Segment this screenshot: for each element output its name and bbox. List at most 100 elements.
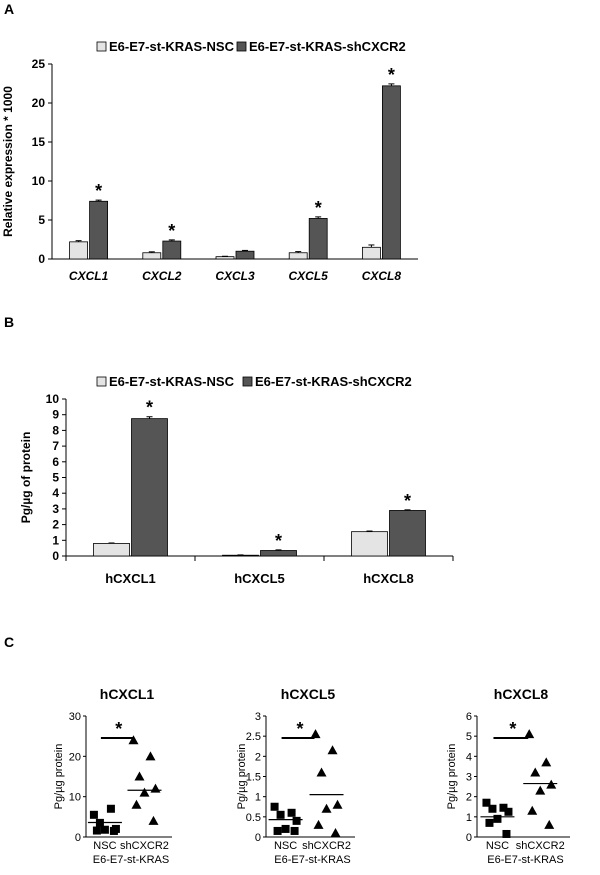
- panel-c-hcxcl8-x-tick-label-nsc: NSC: [486, 840, 509, 852]
- panel-c-hcxcl5-y-tick-label: 1.5: [246, 772, 261, 784]
- panel-c-hcxcl8-y-axis-label: Pg/µg protein: [446, 744, 458, 810]
- panel-c-hcxcl1-y-tick-label: 20: [69, 751, 81, 763]
- panel-c-hcxcl8-point-shcxcr2: [527, 805, 538, 815]
- panel-c-hcxcl1-point-shcxcr2: [134, 771, 145, 781]
- panel-c-hcxcl5-point-nsc: [276, 810, 285, 819]
- panel-c-hcxcl8-point-shcxcr2: [530, 767, 541, 777]
- panel-c-hcxcl8-point-shcxcr2: [524, 729, 535, 739]
- panel-c-hcxcl8-x-tick-label-shcxcr2: shCXCR2: [516, 840, 565, 852]
- panel-a-category-cxcl8: CXCL8: [362, 269, 402, 283]
- panel-c-hcxcl1-point-nsc: [100, 825, 109, 834]
- panel-b-bar-hcxcl8-shcxcr2: [389, 510, 426, 557]
- panel-c-hcxcl5-y-axis-label: Pg/µg protein: [236, 744, 248, 810]
- panel-b-y-tick-label: 1: [52, 533, 59, 547]
- panel-c-hcxcl5-point-shcxcr2: [330, 827, 341, 837]
- panel-c-hcxcl8-point-nsc: [499, 803, 508, 812]
- panel-b-y-tick-label: 3: [52, 502, 59, 516]
- panel-b-legend-label-shcxcr2: E6-E7-st-KRAS-shCXCR2: [255, 374, 412, 389]
- panel-c-hcxcl5-point-nsc: [281, 824, 290, 833]
- panel-b-bar-hcxcl1-shcxcr2: [131, 418, 168, 557]
- panel-b-y-tick-label: 0: [52, 549, 59, 563]
- panel-a-y-tick-label: 25: [32, 57, 46, 71]
- panel-c-hcxcl5-point-nsc: [292, 816, 301, 825]
- panel-c-hcxcl5-point-shcxcr2: [327, 745, 338, 755]
- panel-c-hcxcl5-y-tick-label: 2.5: [246, 731, 261, 743]
- panel-a-bar-cxcl8-nsc: [361, 246, 381, 260]
- panel-c-hcxcl8-y-tick-label: 6: [466, 711, 472, 723]
- panel-b-label: B: [4, 314, 14, 330]
- panel-a-bar-cxcl5-shcxcr2: [308, 218, 328, 260]
- panel-c-hcxcl8-significance: *: [509, 719, 516, 739]
- panel-c-hcxcl1-point-shcxcr2: [145, 751, 156, 761]
- panel-c-hcxcl5-x-axis-label: E6-E7-st-KRAS: [274, 854, 350, 866]
- panel-a-legend-swatch-shcxcr2: [236, 41, 247, 52]
- panel-c-hcxcl5-significance: *: [297, 719, 304, 739]
- panel-c-hcxcl1-point-shcxcr2: [139, 787, 150, 797]
- panel-a-category-cxcl5: CXCL5: [289, 269, 329, 283]
- panel-c-hcxcl5-point-shcxcr2: [310, 729, 321, 739]
- panel-b-legend-label-nsc: E6-E7-st-KRAS-NSC: [109, 374, 235, 389]
- panel-c-hcxcl1-y-tick-label: 0: [75, 832, 81, 844]
- panel-a-legend-label-shcxcr2: E6-E7-st-KRAS-shCXCR2: [249, 39, 406, 54]
- panel-c-hcxcl8-y-tick-label: 2: [466, 792, 472, 804]
- panel-c-hcxcl1-point-nsc: [109, 826, 118, 835]
- panel-c-hcxcl1-y-tick-label: 30: [69, 711, 81, 723]
- panel-a-significance-cxcl1: *: [95, 181, 102, 201]
- panel-a-bar-cxcl3-nsc: [215, 256, 235, 260]
- panel-c-hcxcl8-y-tick-label: 1: [466, 812, 472, 824]
- panel-b-significance-hcxcl1: *: [146, 398, 153, 418]
- panel-a-y-tick-label: 20: [32, 96, 46, 110]
- panel-c-hcxcl8-y-tick-label: 3: [466, 772, 472, 784]
- panel-a-y-axis-label: Relative expression * 1000: [1, 86, 15, 237]
- panel-c-hcxcl5-x-tick-label-nsc: NSC: [274, 840, 297, 852]
- panel-c-hcxcl5-point-shcxcr2: [321, 803, 332, 813]
- panel-a-bar-cxcl2-shcxcr2: [162, 240, 182, 260]
- panel-a-y-tick-label: 5: [38, 213, 45, 227]
- panel-c-hcxcl1-x-axis-label: E6-E7-st-KRAS: [93, 854, 169, 866]
- panel-c-hcxcl5-point-shcxcr2: [332, 799, 343, 809]
- panel-b-category-hcxcl5: hCXCL5: [234, 571, 285, 586]
- panel-c-hcxcl5-y-tick-label: 3: [255, 711, 261, 723]
- panel-c-hcxcl1-point-shcxcr2: [128, 735, 139, 745]
- panel-b-category-hcxcl1: hCXCL1: [105, 571, 156, 586]
- panel-b-significance-hcxcl5: *: [275, 531, 282, 551]
- panel-b-y-tick-label: 2: [52, 518, 59, 532]
- panel-a-bar-cxcl3-shcxcr2: [235, 250, 255, 260]
- panel-c-hcxcl5-point-nsc: [270, 802, 279, 811]
- panel-b-y-tick-label: 9: [52, 408, 59, 422]
- panel-c-hcxcl1-point-shcxcr2: [150, 783, 161, 793]
- panel-c-hcxcl1-x-tick-label-nsc: NSC: [93, 840, 116, 852]
- panel-c-hcxcl1-point-shcxcr2: [131, 799, 142, 809]
- panel-c-hcxcl1-y-tick-label: 10: [69, 792, 81, 804]
- panel-a-significance-cxcl2: *: [168, 221, 175, 241]
- panel-c-hcxcl8-point-nsc: [493, 814, 502, 823]
- panel-a-bar-cxcl8-shcxcr2: [381, 85, 401, 260]
- panel-c-hcxcl5-point-shcxcr2: [316, 767, 327, 777]
- panel-b-legend-swatch-nsc: [96, 376, 107, 387]
- panel-c-hcxcl8-title: hCXCL8: [494, 686, 549, 702]
- panel-c-hcxcl5-x-tick-label-shcxcr2: shCXCR2: [302, 840, 351, 852]
- panel-b-significance-hcxcl8: *: [404, 491, 411, 511]
- panel-c-hcxcl8-point-nsc: [504, 807, 513, 816]
- panel-c-hcxcl5-y-tick-label: 0: [255, 832, 261, 844]
- panel-a-y-tick-label: 10: [32, 174, 46, 188]
- panel-a-bar-cxcl1-shcxcr2: [89, 200, 108, 260]
- panel-a-bar-cxcl2-nsc: [142, 252, 162, 260]
- panel-c-hcxcl1-point-nsc: [106, 804, 115, 813]
- panel-a-y-tick-label: 0: [38, 252, 45, 266]
- panel-c-hcxcl8-point-nsc: [485, 818, 494, 827]
- panel-a-significance-cxcl8: *: [388, 65, 395, 85]
- panel-b-y-tick-label: 5: [52, 471, 59, 485]
- panel-a-bar-cxcl1-nsc: [69, 241, 88, 260]
- panel-c-hcxcl8-point-shcxcr2: [544, 819, 555, 829]
- panel-b-y-tick-label: 4: [52, 486, 59, 500]
- panel-b-y-tick-label: 10: [46, 392, 60, 406]
- panel-b-legend-swatch-shcxcr2: [242, 376, 253, 387]
- panel-c-hcxcl1-significance: *: [115, 719, 122, 739]
- panel-c-hcxcl5-title: hCXCL5: [281, 686, 336, 702]
- panel-c-hcxcl1-x-tick-label-shcxcr2: shCXCR2: [120, 840, 169, 852]
- panel-a-category-cxcl2: CXCL2: [142, 269, 182, 283]
- panel-a-y-tick-label: 15: [32, 135, 46, 149]
- panel-c-hcxcl5-point-shcxcr2: [313, 819, 324, 829]
- panel-c-hcxcl8-point-shcxcr2: [541, 757, 552, 767]
